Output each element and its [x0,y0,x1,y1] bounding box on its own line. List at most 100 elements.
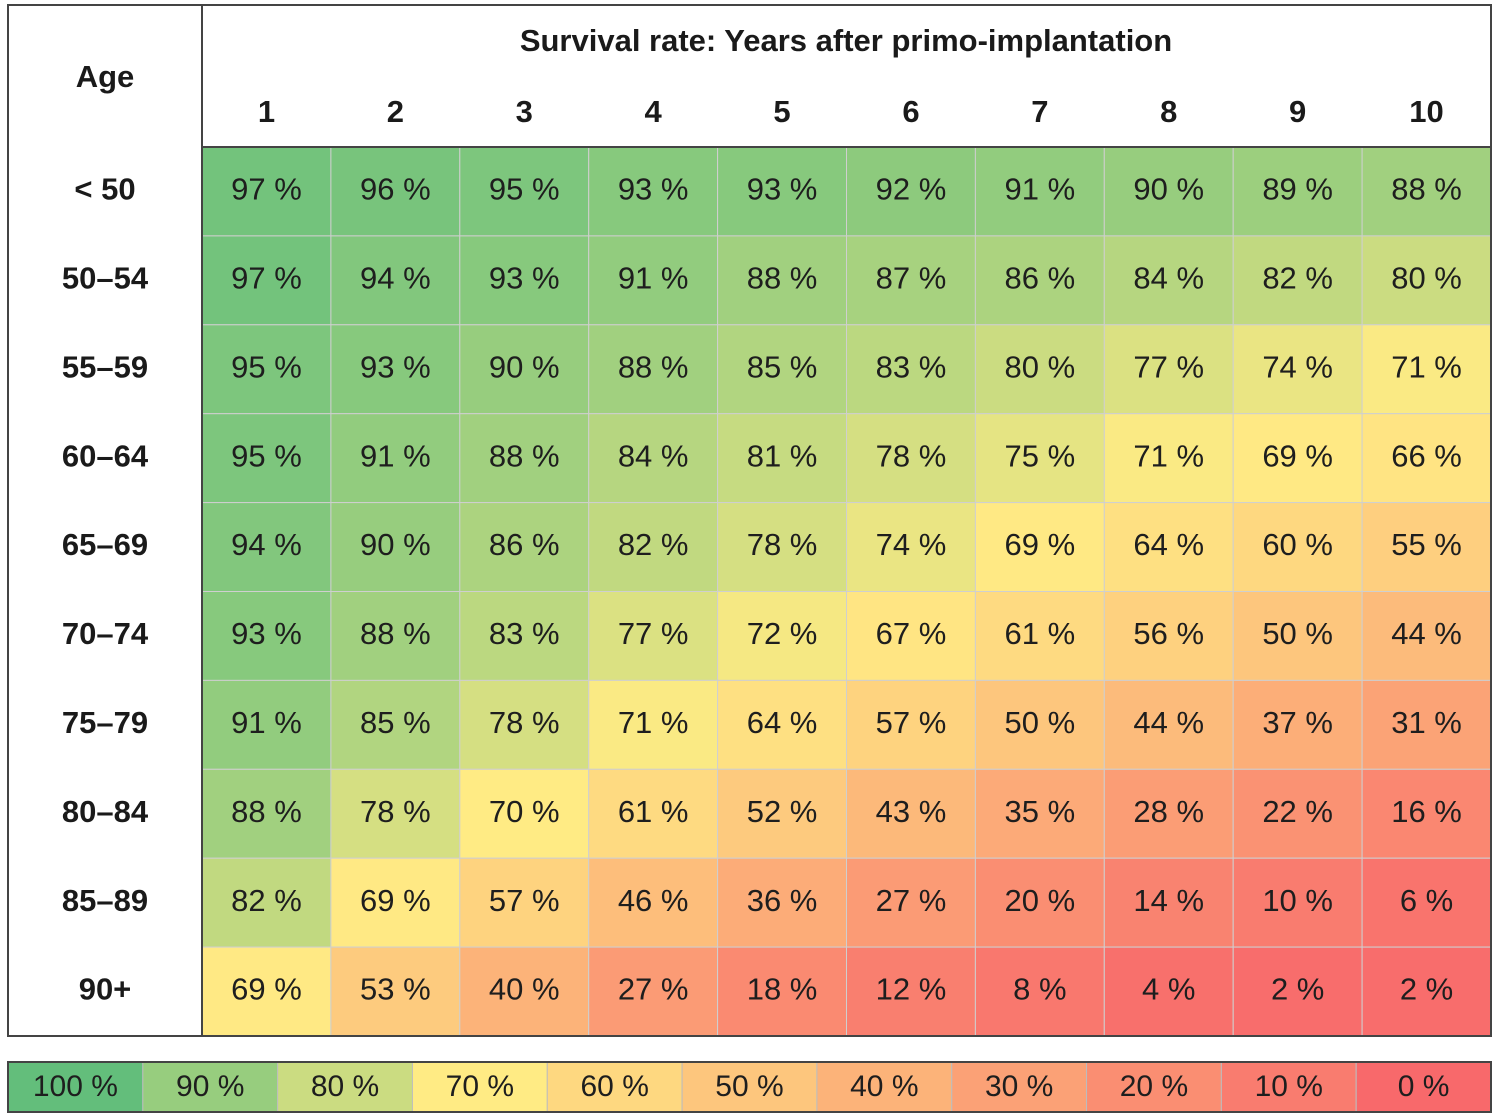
age-row-label: < 50 [74,172,135,207]
cell-value-label: 86 % [1005,261,1076,296]
heatmap-cells: 97 % 96 % 95 % 93 % 93 % 92 % 91 % 90 % 89 % 88 %… [201,146,1492,1037]
cell-value-label: 93 % [360,349,431,384]
heatmap-cell [588,679,719,770]
column-group-header: Survival rate: Years after primo-implant… [520,23,1172,58]
cell-value-label: 88 % [489,438,560,473]
cell-value-label: 82 % [1262,261,1333,296]
cell-value-label: 67 % [876,616,947,651]
heatmap-cell [1103,591,1234,681]
cell-value-label: 87 % [876,261,947,296]
cell-value-label: 97 % [231,261,302,296]
heatmap-cell [201,146,332,237]
cell-value-label: 12 % [876,972,947,1007]
cell-value-label: 60 % [1262,527,1333,562]
cell-value-label: 28 % [1133,794,1204,829]
cell-value-label: 61 % [1005,616,1076,651]
heatmap-cell [846,768,976,859]
cell-value-label: 44 % [1391,616,1462,651]
legend-border [7,1061,1492,1113]
cell-value-label: 78 % [489,705,560,740]
cell-value-label: 46 % [618,883,689,918]
heatmap-cell [717,857,847,948]
year-column-label: 2 [387,94,404,129]
year-column-label: 4 [645,94,663,129]
cell-value-label: 88 % [1391,172,1462,207]
cell-value-label: 85 % [747,349,818,384]
age-row-label: 75–79 [62,705,148,740]
heatmap-cell [330,502,461,593]
heatmap-cell [846,591,976,681]
cell-value-label: 83 % [876,349,947,384]
cell-value-label: 50 % [1262,616,1333,651]
cell-value-label: 69 % [231,972,302,1007]
year-column-label: 3 [516,94,533,129]
heatmap-cell [1232,413,1363,504]
heatmap-cell [330,768,461,859]
heatmap-cell [1361,146,1492,237]
heatmap-cell [459,235,590,326]
heatmap-cell [846,413,976,504]
heatmap-cell [459,324,590,415]
legend-label: 50 % [715,1070,783,1103]
heatmap-cell [974,502,1105,593]
cell-value-label: 71 % [618,705,689,740]
heatmap-cell [459,946,590,1037]
cell-value-label: 71 % [1391,349,1462,384]
table-grid [7,4,1492,1037]
cell-value-label: 80 % [1005,349,1076,384]
legend-label: 70 % [446,1070,514,1103]
cell-value-label: 64 % [1133,527,1204,562]
heatmap-cell [974,768,1105,859]
cell-value-label: 31 % [1391,705,1462,740]
heatmap-cell [201,591,332,681]
cell-value-label: 10 % [1262,883,1333,918]
heatmap-cell [1103,146,1234,237]
year-column-label: 1 [258,94,275,129]
heatmap-cell [1103,502,1234,593]
cell-value-label: 56 % [1133,616,1204,651]
heatmap-cell [201,502,332,593]
heatmap-cell [717,768,847,859]
cell-value-label: 14 % [1133,883,1204,918]
cell-value-label: 91 % [618,261,689,296]
cell-value-label: 69 % [1005,527,1076,562]
heatmap-cell [1361,768,1492,859]
cell-value-label: 69 % [1262,438,1333,473]
heatmap-cell [459,679,590,770]
heatmap-cell [717,324,847,415]
cell-value-label: 50 % [1005,705,1076,740]
heatmap-cell [1232,502,1363,593]
heatmap-cell [1361,679,1492,770]
heatmap-cell [588,768,719,859]
age-row-label: 50–54 [62,261,149,296]
year-column-label: 7 [1031,94,1048,129]
heatmap-cell [1232,235,1363,326]
cell-value-label: 92 % [876,172,947,207]
heatmap-cell [846,502,976,593]
heatmap-cell [717,413,847,504]
heatmap-cell [846,857,976,948]
heatmap-cell [330,235,461,326]
heatmap-cell [1361,235,1492,326]
heatmap-cell [201,324,332,415]
cell-value-label: 70 % [489,794,560,829]
age-row-label: 55–59 [62,349,148,384]
cell-value-label: 16 % [1391,794,1462,829]
heatmap-cell [588,146,719,237]
age-header: Age [76,59,135,94]
heatmap-cell [1103,413,1234,504]
cell-value-label: 6 % [1400,883,1453,918]
cell-value-label: 88 % [747,261,818,296]
heatmap-cell [1103,768,1234,859]
heatmap-cell [1103,235,1234,326]
table-border [7,4,1492,1037]
age-row-label: 60–64 [62,438,149,473]
age-row-label: 80–84 [62,794,149,829]
heatmap-cell [846,324,976,415]
heatmap-cell [846,235,976,326]
cell-value-label: 64 % [747,705,818,740]
cell-value-label: 74 % [1262,349,1333,384]
cell-value-label: 91 % [1005,172,1076,207]
cell-value-label: 57 % [489,883,560,918]
